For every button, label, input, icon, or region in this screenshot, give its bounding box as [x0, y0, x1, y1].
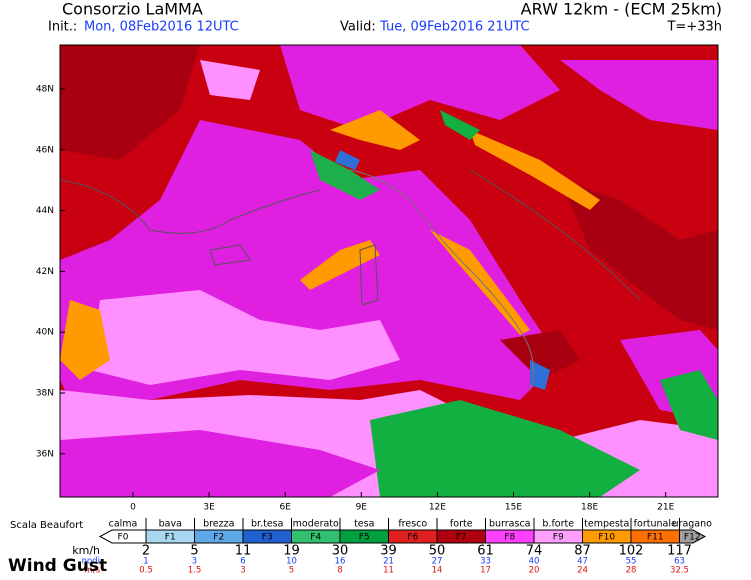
threshold-value: 63: [674, 557, 685, 567]
class-code: F2: [213, 533, 224, 543]
threshold-value: 19: [283, 544, 300, 559]
unit-label: nodi: [82, 557, 100, 567]
threshold-value: 3: [192, 557, 197, 567]
class-name: brezza: [203, 519, 234, 530]
class-code: F0: [118, 533, 129, 543]
class-code: F3: [262, 533, 273, 543]
scale-cell: [679, 529, 707, 544]
scale-title: Scala Beaufort: [10, 520, 83, 531]
product-title: Consorzio LaMMA: [62, 0, 203, 19]
class-code: F1: [165, 533, 176, 543]
threshold-value: 30: [332, 544, 349, 559]
threshold-value: 87: [574, 544, 591, 559]
lat-label: 46N: [36, 145, 54, 155]
valid-time: Tue, 09Feb2016 21UTC: [379, 20, 530, 35]
class-code: F4: [310, 533, 321, 543]
lon-label: 15E: [505, 503, 522, 513]
class-name: uragano: [673, 519, 713, 530]
class-code: F10: [598, 533, 615, 543]
lat-label: 38N: [36, 389, 54, 399]
threshold-value: 3: [240, 566, 245, 576]
class-name: tesa: [354, 519, 374, 530]
lon-label: 3E: [203, 503, 215, 513]
lon-label: 6E: [279, 503, 291, 513]
threshold-value: 40: [529, 557, 540, 567]
threshold-value: 17: [480, 566, 491, 576]
threshold-value: 28: [626, 566, 637, 576]
lon-label: 12E: [429, 503, 446, 513]
model-name: ARW 12km - (ECM 25km): [521, 0, 722, 19]
threshold-value: 20: [529, 566, 540, 576]
threshold-value: 33: [480, 557, 491, 567]
valid-label: Valid:: [340, 20, 376, 35]
class-name: bava: [159, 519, 182, 530]
lat-label: 40N: [36, 328, 54, 338]
threshold-value: 102: [619, 544, 644, 559]
class-name: forte: [450, 519, 473, 530]
class-name: b.forte: [542, 519, 574, 530]
class-code: F11: [647, 533, 664, 543]
threshold-value: 27: [432, 557, 443, 567]
lat-label: 42N: [36, 267, 54, 277]
threshold-value: 117: [667, 544, 692, 559]
threshold-value: 11: [235, 544, 252, 559]
threshold-value: 1: [143, 557, 148, 567]
class-code: F12: [684, 533, 701, 543]
threshold-value: 2: [142, 544, 150, 559]
beaufort-legend: calma F0 bava F1 brezza F2 br.tesa F3 moderato F4…: [72, 518, 712, 576]
class-code: F6: [407, 533, 418, 543]
class-name: fortunale: [634, 519, 677, 530]
threshold-value: 0.5: [139, 566, 153, 576]
unit-label: km/h: [72, 544, 100, 557]
threshold-value: 55: [626, 557, 637, 567]
lat-label: 48N: [36, 85, 54, 95]
threshold-value: 47: [577, 557, 588, 567]
class-name: moderato: [293, 519, 339, 530]
threshold-value: 1.5: [188, 566, 202, 576]
map-axes: 48N 46N 44N 42N 40N 38N 36N 0 3E 6E 9E 12E 15E 18E 21E: [36, 85, 675, 513]
threshold-value: 16: [335, 557, 346, 567]
lon-label: 21E: [657, 503, 674, 513]
variable-name: Wind Gust: [8, 556, 107, 576]
init-label: Init.:: [48, 20, 77, 35]
threshold-value: 74: [526, 544, 543, 559]
threshold-value: 6: [240, 557, 245, 567]
threshold-value: 11: [383, 566, 394, 576]
lat-label: 36N: [36, 449, 54, 459]
threshold-value: 8: [337, 566, 342, 576]
threshold-value: 5: [289, 566, 294, 576]
init-time: Mon, 08Feb2016 12UTC: [84, 20, 239, 35]
class-code: F8: [504, 533, 515, 543]
class-code: F5: [359, 533, 370, 543]
threshold-value: 32.5: [670, 566, 689, 576]
threshold-value: 39: [380, 544, 397, 559]
threshold-value: 24: [577, 566, 588, 576]
threshold-value: 5: [190, 544, 198, 559]
class-code: F7: [456, 533, 467, 543]
unit-label: m/s: [84, 566, 100, 576]
threshold-value: 21: [383, 557, 394, 567]
lon-label: 9E: [356, 503, 368, 513]
threshold-value: 14: [432, 566, 443, 576]
threshold-value: 61: [477, 544, 494, 559]
class-name: tempesta: [584, 519, 629, 530]
class-name: fresco: [398, 519, 427, 530]
lat-label: 44N: [36, 206, 54, 216]
class-code: F9: [553, 533, 564, 543]
map-field: [60, 45, 718, 497]
class-name: br.tesa: [251, 519, 283, 530]
threshold-value: 50: [429, 544, 446, 559]
lead-time: T=+33h: [666, 20, 722, 35]
class-name: burrasca: [489, 519, 531, 530]
threshold-value: 10: [286, 557, 297, 567]
lon-label: 0: [130, 503, 136, 513]
lon-label: 18E: [581, 503, 598, 513]
class-name: calma: [109, 519, 138, 530]
